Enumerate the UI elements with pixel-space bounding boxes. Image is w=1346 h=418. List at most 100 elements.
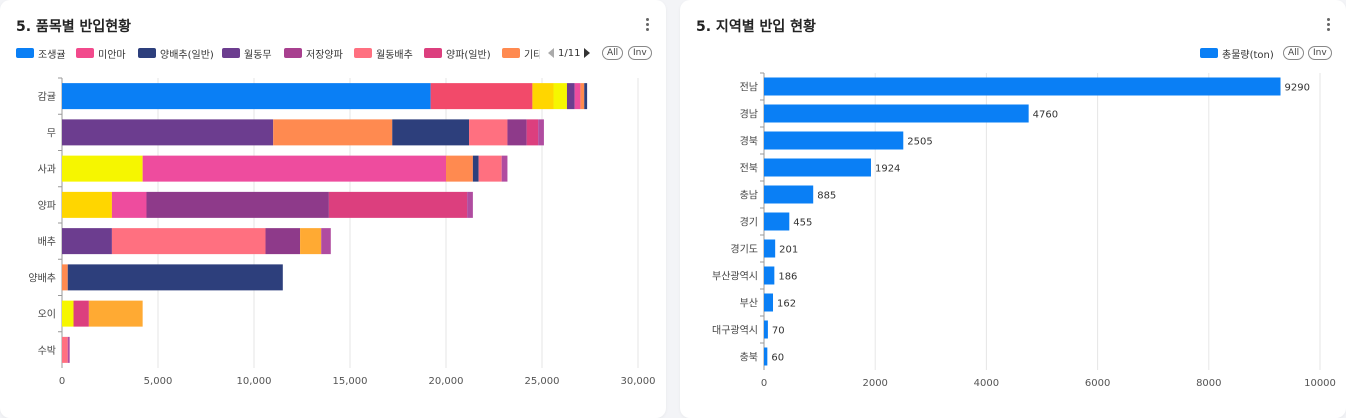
bar-segment — [392, 119, 470, 146]
bar-segment — [469, 119, 508, 146]
data-label: 201 — [779, 245, 798, 256]
bar — [764, 104, 1029, 123]
data-label: 60 — [771, 353, 784, 364]
bar-segment — [584, 83, 588, 110]
next-page-icon[interactable] — [584, 48, 591, 58]
bar-segment — [328, 191, 468, 218]
x-tick-label: 10,000 — [237, 376, 272, 387]
bar-segment — [73, 300, 89, 327]
legend-swatch — [76, 48, 94, 58]
x-tick-label: 6000 — [1085, 378, 1110, 389]
data-label: 2505 — [907, 137, 932, 148]
more-menu-icon[interactable] — [1327, 18, 1331, 34]
legend-item[interactable]: 미안마 — [76, 46, 126, 61]
legend-swatch — [502, 48, 520, 58]
bar — [764, 212, 790, 231]
y-tick-label: 양파 — [38, 200, 56, 212]
y-tick-label: 사과 — [38, 164, 56, 176]
data-label: 885 — [817, 191, 836, 202]
bar-segment — [111, 228, 266, 255]
x-tick-label: 4000 — [974, 378, 999, 389]
bar-segment — [142, 155, 446, 182]
bar-segment — [574, 83, 581, 110]
bar — [764, 239, 776, 258]
bar-segment — [62, 155, 143, 182]
y-tick-label: 충북 — [740, 352, 758, 364]
legend-item[interactable]: 양파(일반) — [424, 46, 491, 61]
bar — [764, 158, 871, 177]
bar-segment — [88, 300, 143, 327]
bar-segment — [62, 119, 274, 146]
bar-segment — [507, 119, 527, 146]
legend-swatch — [222, 48, 240, 58]
y-tick-label: 전남 — [740, 82, 758, 94]
legend-label: 저장양파 — [306, 49, 343, 61]
data-label: 1924 — [875, 164, 900, 175]
legend-item[interactable]: 양배추(일반) — [138, 46, 214, 61]
legend-label: 월동무 — [244, 49, 272, 61]
bar — [764, 185, 814, 204]
bar-segment — [532, 83, 554, 110]
y-tick-label: 무 — [47, 128, 56, 139]
legend-swatch — [138, 48, 156, 58]
bar-segment — [446, 155, 473, 182]
horizontal-bar-chart: 0 2000 4000 6000 8000 10000 전남 9290 경남 4760 경북 2505… — [712, 72, 1336, 389]
y-tick-label: 부산광역시 — [712, 271, 758, 283]
bar-segment — [265, 228, 301, 255]
y-tick-label: 배추 — [38, 236, 56, 248]
legend-label: 미안마 — [98, 49, 126, 61]
bar-segment — [526, 119, 539, 146]
legend-item[interactable]: 총물량(ton) — [1200, 46, 1274, 61]
prev-page-icon[interactable] — [548, 48, 554, 58]
x-tick-label: 0 — [59, 376, 65, 387]
item-import-card: 5. 품목별 반입현황 조생귤 미안마 양배추(일반) 월동무 저장양파 월동배추 양파(일… — [0, 0, 666, 418]
legend-item[interactable]: 조생귤 — [16, 46, 66, 61]
x-tick-label: 25,000 — [525, 376, 560, 387]
bar-segment — [300, 228, 322, 255]
legend-item[interactable]: 기타 — [502, 46, 540, 61]
x-tick-label: 30,000 — [621, 376, 656, 387]
legend-swatch — [284, 48, 302, 58]
x-tick-label: 5,000 — [144, 376, 173, 387]
legend-label: 양파(일반) — [446, 49, 491, 61]
invert-toggle-button[interactable]: Inv — [1308, 46, 1332, 60]
x-tick-label: 20,000 — [429, 376, 464, 387]
bar-segment — [321, 228, 331, 255]
bar-segment — [580, 83, 585, 110]
bar-segment — [478, 155, 502, 182]
y-tick-label: 경기 — [740, 216, 758, 229]
legend-item[interactable]: 월동무 — [222, 46, 272, 61]
bar-segment — [472, 155, 479, 182]
legend-item[interactable]: 저장양파 — [284, 46, 343, 61]
bar-segment — [566, 83, 575, 110]
legend-page-label: 1/11 — [558, 47, 581, 59]
legend-label: 양배추(일반) — [160, 49, 214, 61]
y-tick-label: 경기도 — [730, 243, 758, 256]
y-tick-label: 전북 — [740, 163, 758, 175]
y-tick-label: 대구광역시 — [712, 325, 758, 337]
region-import-card: 5. 지역별 반입 현황 총물량(ton) All Inv 0 2000 4000 6… — [680, 0, 1346, 418]
y-tick-label: 부산 — [740, 298, 758, 310]
data-label: 186 — [778, 272, 797, 283]
bar — [764, 293, 774, 312]
bar-segment — [62, 300, 74, 327]
invert-toggle-button[interactable]: Inv — [628, 46, 652, 60]
data-label: 455 — [793, 218, 812, 229]
legend-swatch — [1200, 48, 1218, 58]
x-tick-label: 0 — [761, 378, 767, 389]
legend-label: 총물량(ton) — [1222, 49, 1274, 61]
y-tick-label: 충남 — [740, 190, 758, 202]
x-tick-label: 10000 — [1304, 378, 1336, 389]
all-toggle-button[interactable]: All — [602, 46, 624, 60]
legend-item[interactable]: 월동배추 — [354, 46, 413, 61]
legend-swatch — [354, 48, 372, 58]
y-tick-label: 수박 — [38, 345, 56, 357]
bar — [764, 347, 768, 366]
all-toggle-button[interactable]: All — [1283, 46, 1305, 60]
bar-segment — [62, 228, 112, 255]
data-label: 9290 — [1285, 83, 1310, 94]
more-menu-icon[interactable] — [646, 18, 650, 34]
bar-segment — [538, 119, 544, 146]
bar-segment — [62, 336, 68, 363]
x-tick-label: 8000 — [1196, 378, 1221, 389]
